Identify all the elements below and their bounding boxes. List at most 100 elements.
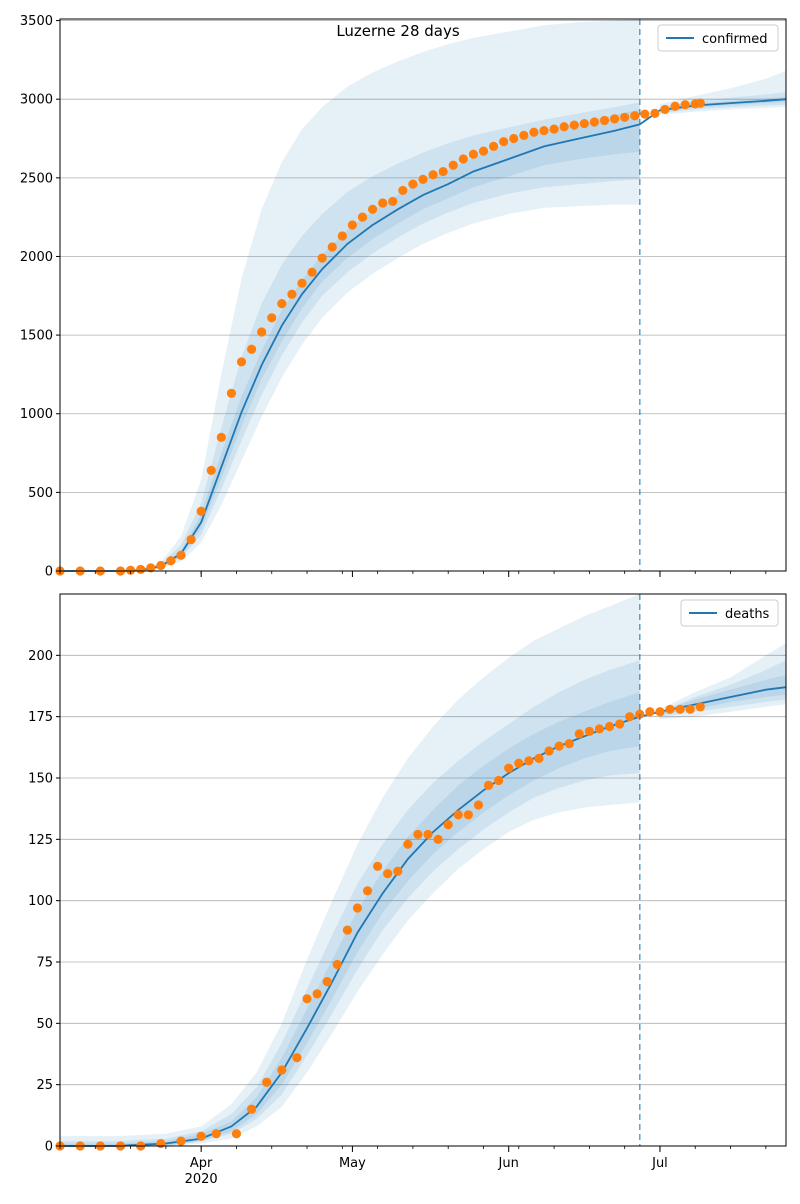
- plot-frame: [59, 18, 787, 572]
- y-tick-label: 100: [28, 894, 53, 909]
- observed-point: [156, 560, 166, 571]
- y-tick-label: 1000: [20, 407, 53, 422]
- y-tick-label: 200: [28, 649, 53, 664]
- observed-point: [236, 357, 247, 367]
- observed-point: [554, 741, 564, 751]
- observed-point: [146, 563, 156, 573]
- observed-point: [332, 959, 342, 970]
- y-tick-label: 0: [45, 565, 53, 580]
- observed-point: [423, 829, 433, 840]
- observed-point: [589, 117, 600, 127]
- observed-point: [196, 1131, 206, 1141]
- observed-point: [463, 810, 473, 820]
- observed-point: [680, 100, 690, 110]
- observed-point: [186, 534, 196, 545]
- observed-point: [408, 179, 418, 189]
- y-tick-label: 50: [36, 1017, 53, 1032]
- y-tick-label: 175: [28, 710, 53, 725]
- observed-point: [398, 185, 408, 196]
- observed-point: [176, 1136, 186, 1146]
- observed-point: [438, 166, 448, 177]
- legend-label: confirmed: [702, 32, 768, 47]
- observed-point: [509, 133, 519, 144]
- observed-point: [302, 994, 312, 1004]
- observed-point: [287, 289, 297, 299]
- uncertainty-band-1-fit: [60, 594, 640, 1146]
- observed-point: [584, 726, 594, 736]
- observed-point: [403, 839, 413, 849]
- observed-point: [685, 704, 695, 714]
- observed-point: [519, 130, 529, 140]
- observed-point: [277, 1065, 287, 1075]
- y-tick-label: 150: [28, 772, 53, 787]
- observed-point: [367, 204, 378, 214]
- uncertainty-bands: [60, 19, 786, 571]
- observed-point: [650, 108, 660, 118]
- observed-point: [277, 299, 287, 309]
- observed-point: [549, 124, 559, 134]
- observed-point: [292, 1053, 302, 1063]
- observed-point: [660, 104, 670, 115]
- observed-point: [312, 989, 322, 999]
- uncertainty-band-1-fit: [60, 19, 640, 571]
- observed-point: [448, 160, 458, 170]
- legend-box: [657, 24, 779, 52]
- legend-box: [680, 599, 779, 627]
- observed-point: [473, 800, 484, 810]
- observed-point: [534, 753, 544, 763]
- observed-point: [579, 118, 589, 129]
- observed-point: [393, 866, 403, 876]
- observed-point: [599, 115, 610, 126]
- observed-point: [246, 344, 257, 354]
- y-axis: 0 25 50 75 100 125 150 175 200: [28, 649, 60, 1155]
- observed-point: [418, 174, 428, 185]
- observed-point: [604, 721, 615, 732]
- observed-point: [216, 432, 226, 442]
- observed-point: [640, 109, 650, 119]
- observed-point: [206, 465, 216, 475]
- grid-lines: [60, 654, 786, 1086]
- observed-point: [317, 253, 327, 263]
- observed-point: [327, 242, 337, 252]
- observed-point: [665, 704, 675, 714]
- observed-point: [453, 810, 463, 820]
- observed-point: [695, 98, 705, 108]
- x-tick-label: Jun: [498, 1156, 519, 1171]
- observed-point: [297, 278, 307, 288]
- y-tick-label: 75: [36, 956, 53, 971]
- observed-point: [357, 212, 368, 222]
- uncertainty-band-2-fit: [60, 102, 640, 571]
- y-tick-label: 2000: [20, 250, 53, 265]
- observed-point: [373, 861, 383, 871]
- observed-point: [246, 1104, 257, 1114]
- observed-point: [125, 565, 136, 575]
- observed-point: [544, 746, 554, 756]
- observed-point: [433, 834, 443, 844]
- observed-point: [675, 704, 685, 714]
- observed-point: [428, 170, 438, 180]
- observed-point: [645, 707, 655, 717]
- observed-point: [196, 506, 206, 516]
- observed-point: [529, 127, 539, 137]
- uncertainty-band-1-forecast: [659, 643, 786, 720]
- deaths-panel: 0 25 50 75 100 125 150 175 200 Apr May Jun Jul 2020 de…: [28, 593, 787, 1187]
- y-axis: 0 500 1000 1500 2000 2500 3000 3500: [20, 14, 60, 580]
- observed-point: [262, 1077, 272, 1087]
- observed-point: [539, 126, 549, 136]
- observed-point: [136, 564, 146, 575]
- observed-point: [559, 122, 569, 132]
- observed-point: [226, 388, 237, 398]
- observed-point: [267, 313, 277, 323]
- observed-points: [55, 98, 705, 576]
- observed-point: [594, 724, 605, 734]
- observed-point: [231, 1129, 242, 1139]
- observed-point: [176, 550, 186, 560]
- y-tick-label: 3000: [20, 93, 53, 108]
- plot-frame: [59, 593, 787, 1147]
- legend: deaths: [680, 599, 779, 627]
- observed-point: [494, 775, 504, 786]
- observed-point: [620, 112, 630, 122]
- observed-point: [352, 903, 363, 913]
